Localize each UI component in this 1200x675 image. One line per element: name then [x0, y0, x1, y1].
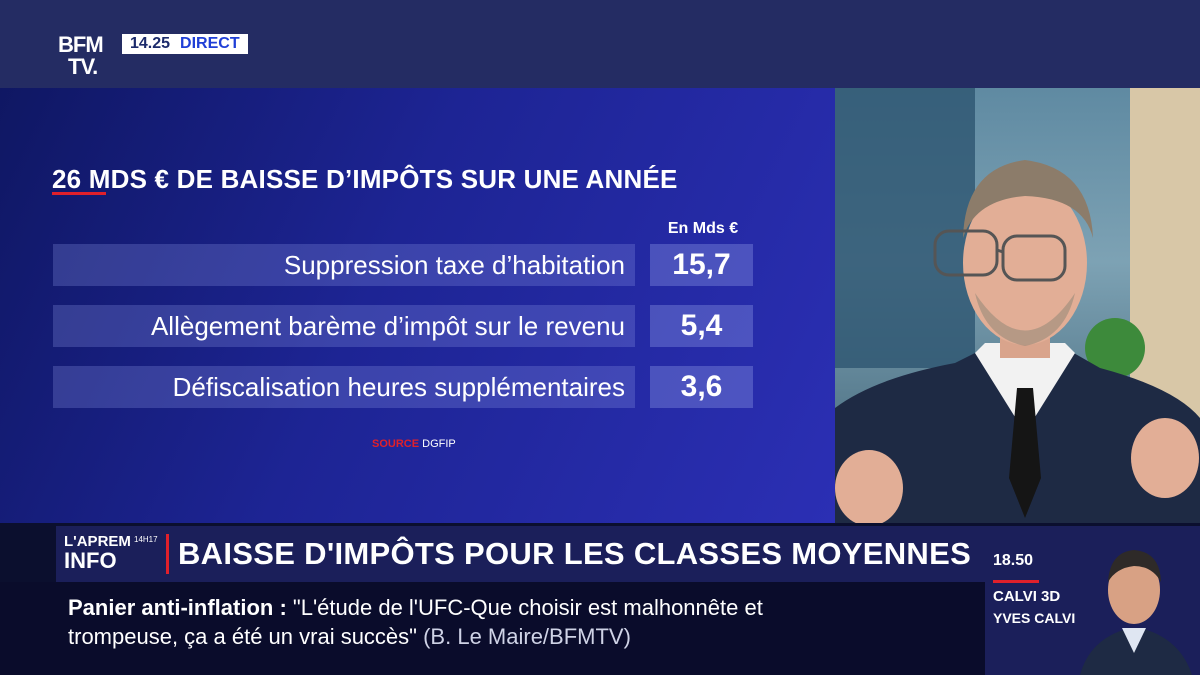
ticker-line1: Panier anti-inflation : "L'étude de l'UF…	[68, 594, 763, 622]
row-value-habitation: 15,7	[650, 244, 753, 286]
row-value-bareme: 5,4	[650, 305, 753, 347]
live-label: DIRECT	[180, 35, 240, 52]
presenter-figure	[835, 160, 1200, 523]
row-value-heures-sup: 3,6	[650, 366, 753, 408]
ticker-topic: Panier anti-inflation :	[68, 595, 287, 620]
studio-video-feed	[835, 88, 1200, 523]
ticker-quote-line1: "L'étude de l'UFC-Que choisir est malhon…	[292, 595, 763, 620]
show-logo: L'APREM INFO 14H17	[64, 534, 160, 574]
logo-line1: BFM	[58, 32, 104, 57]
news-ticker: Panier anti-inflation : "L'étude de l'UF…	[0, 582, 985, 675]
source-prefix: SOURCE	[372, 438, 420, 450]
ticker-line2: trompeuse, ça a été un vrai succès" (B. …	[68, 623, 631, 651]
headline-text: BAISSE D'IMPÔTS POUR LES CLASSES MOYENNE…	[178, 536, 972, 571]
live-time-badge: 14.25 DIRECT	[122, 34, 248, 54]
show-logo-line1: L'APREM	[64, 533, 131, 550]
row-label-bareme: Allègement barème d’impôt sur le revenu	[53, 305, 635, 347]
current-time: 14.25	[130, 35, 171, 52]
next-host-photo	[1070, 528, 1200, 675]
source-name: DGFIP	[422, 438, 456, 450]
top-bar: BFM TV. 14.25 DIRECT	[0, 0, 1200, 88]
studio-window	[835, 88, 975, 368]
channel-logo: BFM TV.	[58, 34, 116, 84]
next-program-host: YVES CALVI	[993, 610, 1076, 626]
unit-label: En Mds €	[667, 220, 739, 237]
ticker-quote-line2: trompeuse, ça a été un vrai succès"	[68, 624, 417, 649]
row-label-habitation: Suppression taxe d’habitation	[53, 244, 635, 286]
show-logo-line2: INFO	[64, 548, 117, 573]
infographic-title: 26 MDS € DE BAISSE D’IMPÔTS SUR UNE ANNÉ…	[52, 164, 678, 194]
next-program-show: CALVI 3D	[993, 588, 1061, 605]
headline-divider	[166, 534, 169, 574]
logo-line2: TV.	[68, 54, 98, 79]
next-program-teaser: 18.50 CALVI 3D YVES CALVI	[985, 526, 1200, 675]
next-program-time: 18.50	[993, 552, 1034, 569]
source-credit: SOURCE DGFIP	[372, 438, 456, 450]
ticker-attribution: (B. Le Maire/BFMTV)	[423, 624, 631, 649]
next-time-underline	[993, 580, 1039, 583]
tax-infographic-panel: 26 MDS € DE BAISSE D’IMPÔTS SUR UNE ANNÉ…	[0, 88, 835, 523]
show-logo-time: 14H17	[134, 535, 158, 544]
row-label-heures-sup: Défiscalisation heures supplémentaires	[53, 366, 635, 408]
title-underline	[52, 192, 106, 195]
